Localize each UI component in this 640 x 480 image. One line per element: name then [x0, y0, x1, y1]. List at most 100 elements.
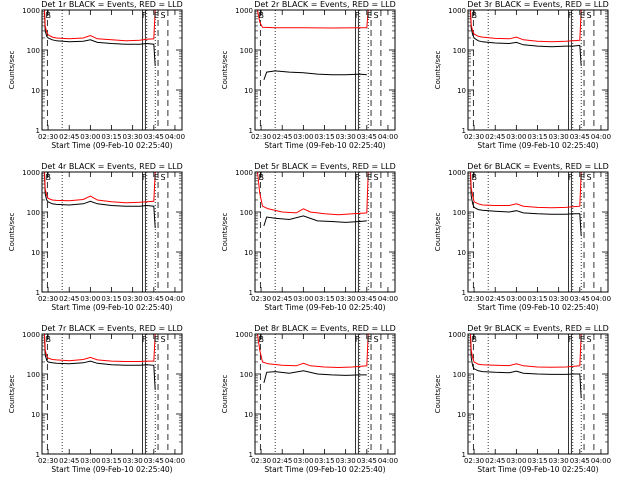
x-tick-label: 02:30 [464, 133, 484, 141]
flag-label: B [46, 11, 52, 20]
x-tick-label: 03:45 [144, 295, 164, 303]
flag-label: S [373, 173, 378, 182]
panel-title: Det 2r BLACK = Events, RED = LLD [254, 0, 396, 9]
x-tick-label: 02:45 [59, 295, 79, 303]
x-tick-label: 04:00 [378, 457, 398, 465]
y-axis-label: Counts/sec [8, 375, 16, 414]
x-tick-label: 03:45 [357, 133, 377, 141]
plot-frame [467, 171, 609, 293]
x-tick-label: 03:00 [80, 457, 100, 465]
x-tick-label: 03:00 [80, 295, 100, 303]
flag-label: E [367, 11, 372, 20]
flag-label: F [568, 11, 573, 20]
x-tick-label: 03:45 [144, 457, 164, 465]
flag-label: S [586, 335, 591, 344]
x-tick-label: 02:30 [464, 457, 484, 465]
y-tick-label: 10 [244, 249, 253, 257]
flag-label: S [373, 335, 378, 344]
x-tick-label: 03:00 [293, 133, 313, 141]
series-line-events [44, 335, 156, 390]
x-tick-label: 04:00 [378, 133, 398, 141]
plot-frame [254, 333, 396, 455]
y-tick-label: 100 [453, 47, 466, 55]
y-tick-label: 10 [457, 411, 466, 419]
x-tick-label: 03:15 [314, 457, 334, 465]
flag-label: E [367, 335, 372, 344]
x-tick-label: 02:30 [251, 457, 271, 465]
y-axis-label: Counts/sec [434, 213, 442, 252]
panel-det-9r: Det 9r BLACK = Events, RED = LLD Counts/s… [434, 324, 611, 474]
x-tick-label: 03:30 [123, 133, 143, 141]
x-tick-label: 02:45 [485, 295, 505, 303]
series-line-lld [470, 9, 582, 43]
panel-det-8r: Det 8r BLACK = Events, RED = LLD Counts/s… [221, 324, 398, 474]
x-tick-label: 02:30 [464, 295, 484, 303]
x-tick-label: 03:30 [336, 133, 356, 141]
panel-det-7r: Det 7r BLACK = Events, RED = LLD Counts/s… [8, 324, 185, 474]
y-tick-label: 100 [240, 371, 253, 379]
plot-frame [41, 171, 183, 293]
series-line-lld [470, 333, 582, 368]
plot-frame [41, 9, 183, 131]
plot-frame [467, 333, 609, 455]
y-tick-label: 1000 [235, 7, 253, 15]
x-tick-label: 03:00 [293, 457, 313, 465]
x-tick-label: 03:30 [549, 133, 569, 141]
y-tick-label: 1 [249, 451, 253, 459]
x-tick-label: 03:45 [570, 133, 590, 141]
y-tick-label: 1000 [22, 331, 40, 339]
y-tick-label: 100 [27, 209, 40, 217]
x-tick-label: 03:00 [80, 133, 100, 141]
series-line-events [263, 70, 367, 80]
x-tick-label: 04:00 [165, 133, 185, 141]
x-tick-label: 04:00 [378, 295, 398, 303]
plot-frame [41, 333, 183, 455]
flag-label: S [586, 11, 591, 20]
series-line-events [470, 11, 582, 66]
series-line-events [470, 335, 582, 399]
y-tick-label: 1000 [448, 331, 466, 339]
flag-label: B [472, 11, 478, 20]
x-tick-label: 03:45 [570, 295, 590, 303]
flag-label: F [355, 173, 360, 182]
y-tick-label: 1 [462, 451, 466, 459]
flag-label: B [259, 11, 265, 20]
y-tick-label: 10 [244, 411, 253, 419]
series-line-lld [44, 333, 156, 362]
series-line-events [470, 173, 582, 237]
x-axis-label: Start Time (09-Feb-10 02:25:40) [264, 465, 385, 474]
series-line-events [263, 215, 367, 227]
x-tick-label: 03:15 [314, 133, 334, 141]
flag-label: E [580, 11, 585, 20]
panel-det-4r: Det 4r BLACK = Events, RED = LLD Counts/s… [8, 162, 185, 312]
y-tick-label: 100 [240, 209, 253, 217]
y-tick-label: 1000 [448, 7, 466, 15]
series-line-lld [257, 9, 369, 29]
x-tick-label: 03:15 [101, 457, 121, 465]
x-tick-label: 03:30 [549, 295, 569, 303]
panel-det-5r: Det 5r BLACK = Events, RED = LLD Counts/s… [221, 162, 398, 312]
x-axis-label: Start Time (09-Feb-10 02:25:40) [264, 303, 385, 312]
x-tick-label: 04:00 [591, 295, 611, 303]
flag-label: B [259, 173, 265, 182]
flag-label: B [46, 173, 52, 182]
y-tick-label: 10 [244, 87, 253, 95]
x-tick-label: 03:30 [123, 295, 143, 303]
x-tick-label: 03:00 [506, 295, 526, 303]
y-tick-label: 100 [453, 209, 466, 217]
x-tick-label: 02:30 [38, 295, 58, 303]
flag-label: F [355, 335, 360, 344]
flag-label: E [367, 173, 372, 182]
x-tick-label: 02:45 [272, 457, 292, 465]
x-tick-label: 04:00 [165, 457, 185, 465]
series-line-lld [257, 171, 369, 216]
y-tick-label: 10 [31, 411, 40, 419]
x-axis-label: Start Time (09-Feb-10 02:25:40) [51, 465, 172, 474]
flag-label: E [580, 173, 585, 182]
y-axis-label: Counts/sec [8, 213, 16, 252]
flag-label: F [568, 335, 573, 344]
flag-label: S [160, 335, 165, 344]
x-tick-label: 03:15 [314, 295, 334, 303]
x-tick-label: 02:45 [59, 133, 79, 141]
